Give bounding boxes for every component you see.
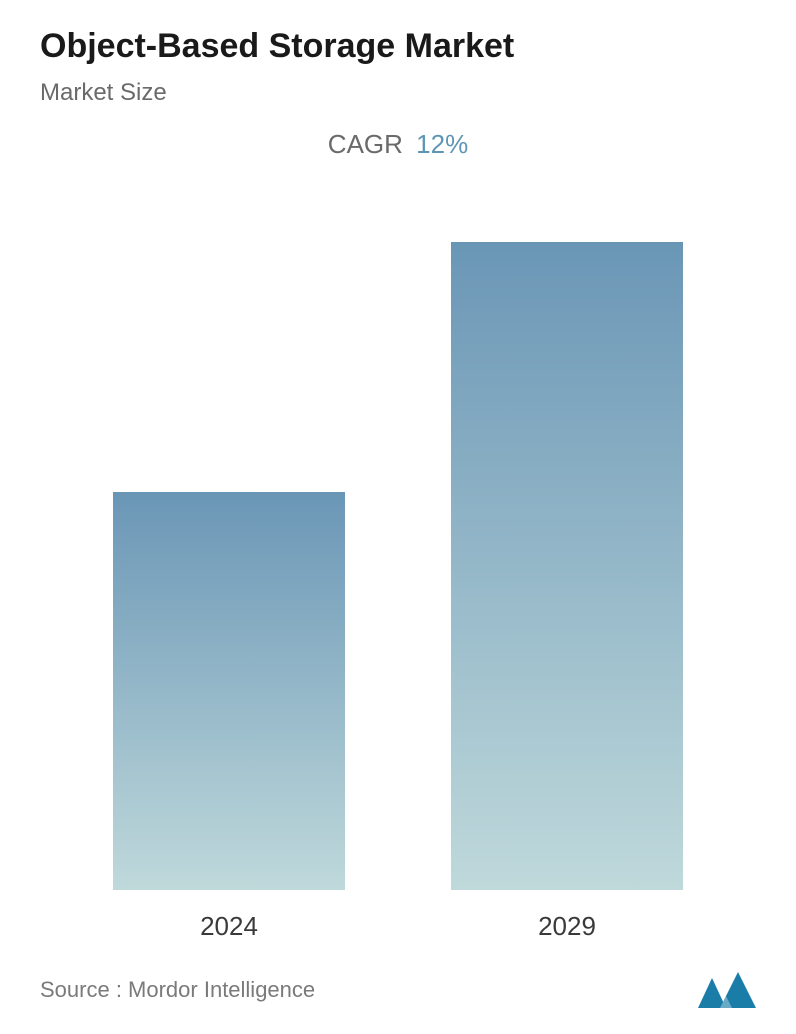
xlabel-1: 2029: [437, 911, 697, 942]
cagr-label: CAGR: [328, 129, 403, 159]
xlabel-0: 2024: [99, 911, 359, 942]
mordor-logo-icon: [698, 972, 756, 1008]
page-title: Object-Based Storage Market: [40, 26, 756, 67]
bar-2024: [113, 492, 345, 890]
bar-col-0: [99, 492, 359, 890]
page-subtitle: Market Size: [40, 79, 756, 107]
chart-container: Object-Based Storage Market Market Size …: [0, 0, 796, 1034]
x-axis-labels: 2024 2029: [40, 911, 756, 942]
cagr-value: 12%: [416, 129, 468, 159]
cagr-row: CAGR 12%: [40, 129, 756, 160]
footer: Source : Mordor Intelligence: [40, 942, 756, 1014]
bars-wrap: [40, 178, 756, 890]
source-text: Source : Mordor Intelligence: [40, 977, 315, 1003]
bar-chart: 2024 2029: [40, 178, 756, 942]
bar-2029: [451, 242, 683, 890]
bar-col-1: [437, 242, 697, 890]
